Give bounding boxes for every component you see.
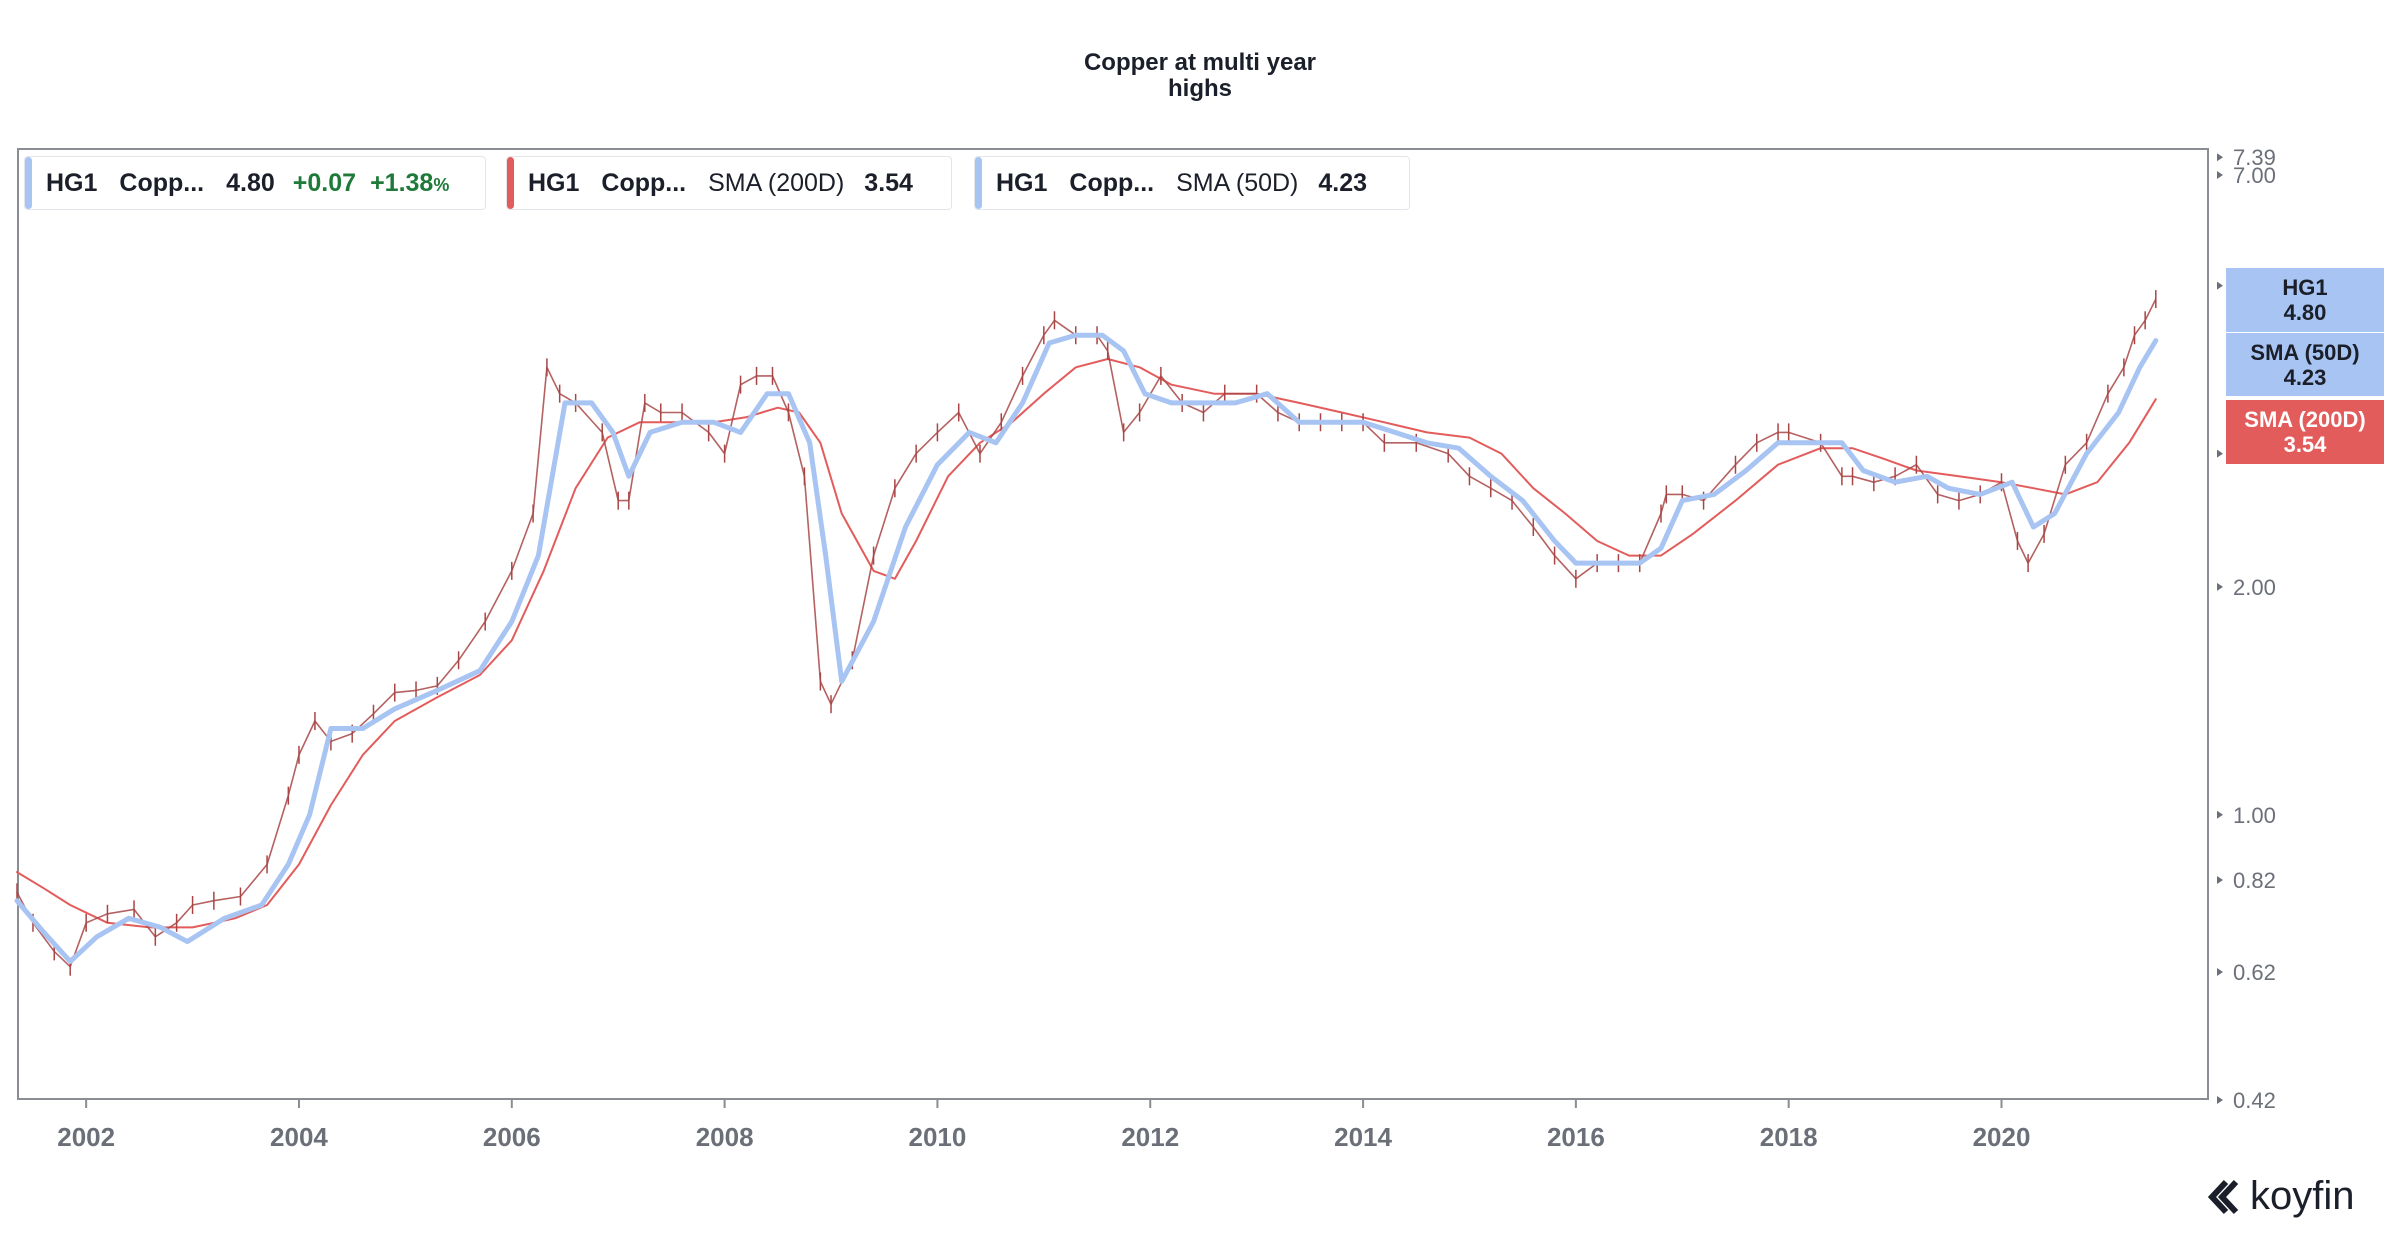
price-tag-sma200: SMA (200D) 3.54 — [2226, 400, 2384, 464]
series-layer — [14, 290, 2159, 976]
legend-item-sma200[interactable]: HG1 Copp... SMA (200D) 3.54 — [506, 156, 952, 210]
price-tag-value: 3.54 — [2283, 432, 2327, 457]
legend-value: 4.23 — [1318, 168, 1368, 197]
y-tick-label: 7.39 — [2233, 145, 2276, 170]
legend-name: Copp... — [119, 168, 205, 197]
series-line-sma200 — [16, 358, 2157, 929]
chart-title: Copper at multi year highs — [0, 50, 2400, 102]
y-tick-label: 0.62 — [2233, 960, 2276, 985]
legend-value: 4.80 — [226, 168, 275, 197]
x-tick-label: 2016 — [1547, 1122, 1605, 1152]
y-tick-label: 7.00 — [2233, 163, 2276, 188]
x-axis: 2002 2004 2006 2008 2010 2012 2014 2016 2018 2020 — [57, 1100, 2030, 1152]
x-tick-label: 2006 — [483, 1122, 541, 1152]
price-tag-value: 4.23 — [2283, 365, 2327, 390]
x-tick-label: 2018 — [1760, 1122, 1818, 1152]
x-tick-label: 2014 — [1334, 1122, 1392, 1152]
y-tick-label: 0.42 — [2233, 1088, 2276, 1113]
x-tick-label: 2008 — [696, 1122, 754, 1152]
x-tick-label: 2002 — [57, 1122, 115, 1152]
legend-indicator: SMA (50D) — [1176, 168, 1299, 197]
price-tag-label: HG1 — [2282, 275, 2328, 300]
legend-value: 3.54 — [864, 168, 913, 197]
x-tick-label: 2012 — [1121, 1122, 1179, 1152]
y-tick-label: 2.00 — [2233, 575, 2276, 600]
koyfin-logo-icon — [2207, 1179, 2239, 1214]
legend-pct-change: +1.38% — [370, 169, 449, 198]
legend-ticker: HG1 — [46, 168, 98, 197]
y-tick-mark — [2217, 449, 2223, 458]
brand-logo[interactable]: koyfin — [2206, 1174, 2355, 1219]
brand-name: koyfin — [2250, 1174, 2355, 1218]
x-tick-label: 2020 — [1973, 1122, 2031, 1152]
legend-name: Copp... — [1069, 168, 1155, 197]
legend-pct-unit: % — [433, 174, 450, 195]
legend-name: Copp... — [601, 168, 687, 197]
y-tick-mark — [2217, 1096, 2223, 1104]
x-tick-label: 2004 — [270, 1122, 328, 1152]
legend-change: +0.07 — [292, 168, 357, 197]
series-line-price — [16, 298, 2157, 968]
plot-area[interactable] — [17, 148, 2209, 1100]
legend-item-sma50[interactable]: HG1 Copp... SMA (50D) 4.23 — [974, 156, 1410, 210]
chart-title-line-2: highs — [1168, 75, 1232, 102]
legend-ticker: HG1 — [528, 168, 580, 197]
chart-title-line-1: Copper at multi year — [1083, 49, 1317, 76]
price-tag-sma50: SMA (50D) 4.23 — [2226, 332, 2384, 396]
y-tick-mark — [2217, 171, 2223, 180]
y-tick-mark — [2217, 153, 2223, 162]
y-tick-mark — [2217, 281, 2223, 290]
y-tick-mark — [2217, 876, 2223, 885]
y-tick-mark — [2217, 810, 2223, 819]
legend-ticker: HG1 — [996, 168, 1048, 197]
x-tick-label: 2010 — [909, 1122, 967, 1152]
y-tick-label: 0.82 — [2233, 868, 2276, 893]
legend-swatch-hg1 — [25, 157, 32, 209]
legend-item-hg1[interactable]: HG1 Copp... 4.80 +0.07 +1.38% — [24, 156, 486, 210]
y-tick-label: 1.00 — [2233, 803, 2276, 828]
series-line-sma50 — [14, 332, 2159, 964]
price-tag-label: SMA (50D) — [2250, 340, 2360, 365]
legend-swatch-sma50 — [975, 157, 982, 209]
legend-swatch-sma200 — [507, 157, 514, 209]
y-tick-mark — [2217, 967, 2223, 976]
legend-pct-value: +1.38 — [370, 168, 434, 197]
legend-indicator: SMA (200D) — [708, 168, 845, 197]
y-tick-mark — [2217, 582, 2223, 591]
price-tag-value: 4.80 — [2283, 300, 2327, 325]
price-tag-hg1: HG1 4.80 — [2226, 268, 2384, 332]
price-tag-label: SMA (200D) — [2244, 407, 2366, 432]
